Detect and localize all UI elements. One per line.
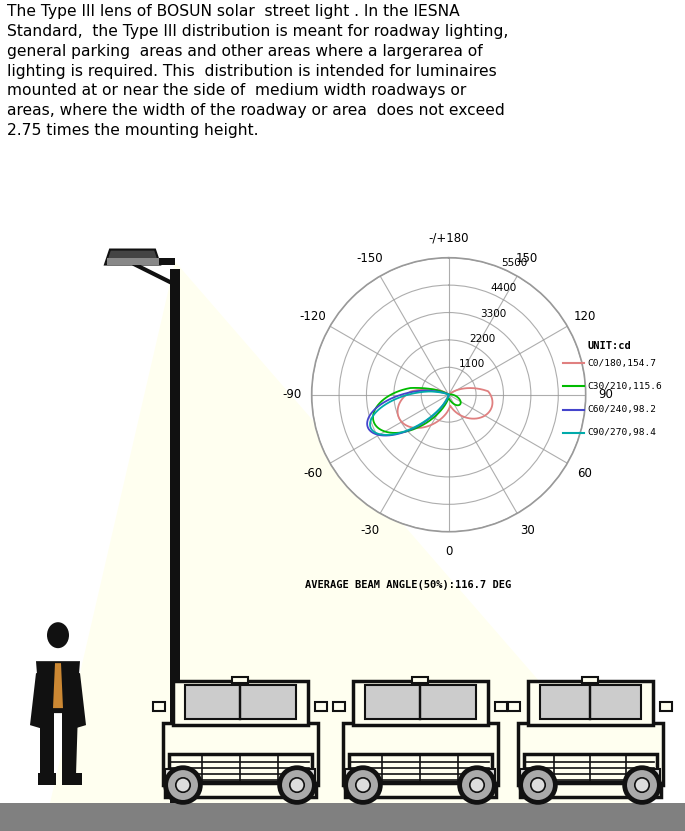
Text: C90/270,98.4: C90/270,98.4 <box>587 429 656 437</box>
Text: AVERAGE BEAM ANGLE(50%):116.7 DEG: AVERAGE BEAM ANGLE(50%):116.7 DEG <box>305 580 511 590</box>
Text: C60/240,98.2: C60/240,98.2 <box>587 406 656 414</box>
Text: UNIT:cd: UNIT:cd <box>587 341 631 351</box>
Bar <box>412 677 428 683</box>
Bar <box>582 677 598 683</box>
Bar <box>169 754 312 782</box>
Polygon shape <box>53 663 63 708</box>
Text: C0/180,154.7: C0/180,154.7 <box>587 359 656 367</box>
Circle shape <box>347 769 379 801</box>
Bar <box>345 783 496 797</box>
Bar <box>62 773 82 785</box>
Bar <box>120 258 175 264</box>
Circle shape <box>624 767 660 803</box>
Bar <box>353 681 488 725</box>
Bar <box>508 702 520 711</box>
Circle shape <box>522 769 554 801</box>
Circle shape <box>533 785 547 799</box>
Circle shape <box>468 785 482 799</box>
Circle shape <box>520 767 556 803</box>
Bar <box>528 681 653 725</box>
Bar <box>640 769 660 783</box>
Polygon shape <box>40 711 54 775</box>
Bar <box>520 769 540 783</box>
Circle shape <box>290 778 304 792</box>
Circle shape <box>633 785 647 799</box>
Bar <box>315 702 327 711</box>
Bar <box>333 702 345 711</box>
Bar <box>185 685 296 719</box>
Polygon shape <box>30 673 44 728</box>
Polygon shape <box>72 673 86 728</box>
Text: C30/210,115.6: C30/210,115.6 <box>587 382 662 391</box>
Bar <box>345 769 365 783</box>
Bar <box>232 677 248 683</box>
Circle shape <box>626 769 658 801</box>
Bar <box>660 702 672 711</box>
Bar <box>38 773 56 785</box>
Bar <box>518 723 663 785</box>
Bar <box>495 702 507 711</box>
Circle shape <box>165 767 201 803</box>
Circle shape <box>459 767 495 803</box>
Polygon shape <box>50 262 645 803</box>
Polygon shape <box>36 661 80 713</box>
Bar <box>170 268 180 803</box>
Circle shape <box>345 767 381 803</box>
Circle shape <box>635 778 649 792</box>
Circle shape <box>176 778 190 792</box>
Circle shape <box>470 778 484 792</box>
Circle shape <box>167 769 199 801</box>
Ellipse shape <box>47 622 69 648</box>
Bar <box>165 783 316 797</box>
Circle shape <box>281 769 313 801</box>
Circle shape <box>358 785 372 799</box>
Bar <box>173 681 308 725</box>
Bar <box>365 685 476 719</box>
Bar <box>343 723 498 785</box>
Text: The Type III lens of BOSUN solar  street light . In the IESNA
Standard,  the Typ: The Type III lens of BOSUN solar street … <box>7 4 508 138</box>
Circle shape <box>531 778 545 792</box>
Circle shape <box>178 785 192 799</box>
Polygon shape <box>62 711 78 775</box>
Bar <box>520 783 661 797</box>
Bar <box>107 258 159 264</box>
Bar <box>540 685 641 719</box>
Bar <box>0 803 685 831</box>
Bar <box>165 769 185 783</box>
Circle shape <box>288 785 302 799</box>
Bar <box>163 723 318 785</box>
Circle shape <box>279 767 315 803</box>
Bar <box>524 754 657 782</box>
Circle shape <box>356 778 370 792</box>
Polygon shape <box>105 249 160 264</box>
Circle shape <box>461 769 493 801</box>
Bar <box>349 754 492 782</box>
Bar <box>295 769 315 783</box>
Bar <box>475 769 495 783</box>
Bar <box>153 702 165 711</box>
